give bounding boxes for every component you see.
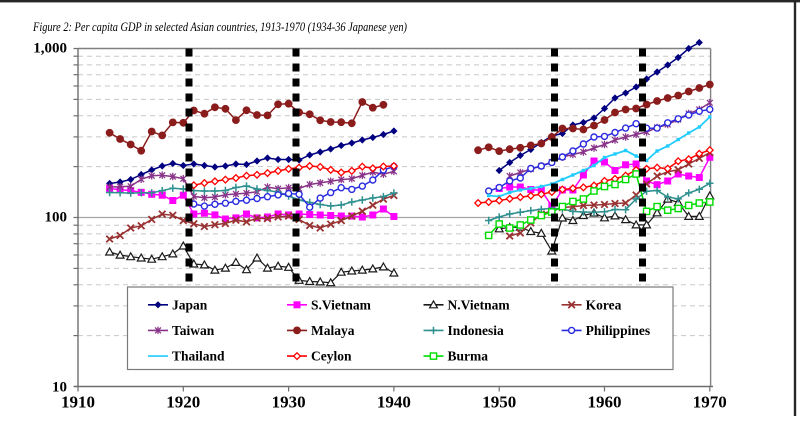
svg-text:Taiwan: Taiwan xyxy=(172,323,215,338)
svg-text:1,000: 1,000 xyxy=(33,41,67,57)
svg-text:Japan: Japan xyxy=(172,297,208,312)
svg-text:N.Vietnam: N.Vietnam xyxy=(448,297,511,312)
svg-text:1940: 1940 xyxy=(377,393,411,412)
svg-text:1970: 1970 xyxy=(693,393,727,412)
svg-text:1920: 1920 xyxy=(166,393,200,412)
svg-text:100: 100 xyxy=(45,210,68,226)
svg-text:Korea: Korea xyxy=(586,297,622,312)
svg-text:1950: 1950 xyxy=(482,393,516,412)
svg-text:Philippines: Philippines xyxy=(586,323,651,338)
svg-text:1910: 1910 xyxy=(61,393,95,412)
svg-text:10: 10 xyxy=(52,380,67,396)
svg-text:Indonesia: Indonesia xyxy=(448,323,505,338)
svg-text:Ceylon: Ceylon xyxy=(311,349,352,364)
svg-text:Burma: Burma xyxy=(448,349,489,364)
svg-text:Figure 2: Per capita GDP in se: Figure 2: Per capita GDP in selected Asi… xyxy=(32,19,407,34)
svg-text:S.Vietnam: S.Vietnam xyxy=(311,297,372,312)
svg-text:1960: 1960 xyxy=(588,393,622,412)
svg-text:Malaya: Malaya xyxy=(311,323,355,338)
svg-text:Thailand: Thailand xyxy=(172,349,225,364)
svg-text:1930: 1930 xyxy=(272,393,306,412)
